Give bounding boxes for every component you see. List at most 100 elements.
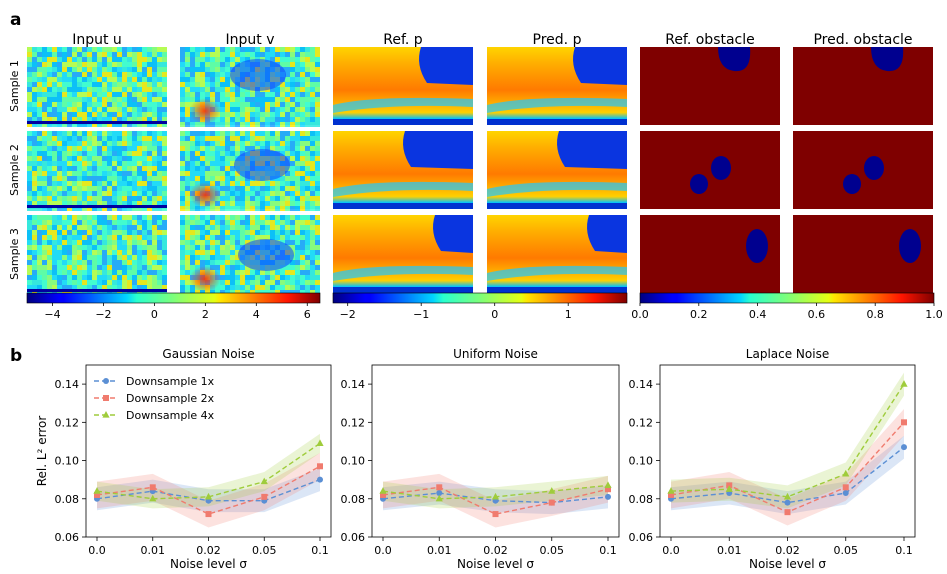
y-tick-label: 0.14 xyxy=(629,378,654,391)
legend-marker xyxy=(103,395,109,401)
colorbar-tick-label: 6 xyxy=(304,308,311,321)
panel-letter-a: a xyxy=(10,10,21,30)
x-tick-label: 0.02 xyxy=(483,544,508,557)
heatmap-cell xyxy=(333,47,473,125)
data-point xyxy=(668,491,674,498)
heatmap-cell xyxy=(487,131,627,209)
data-point xyxy=(492,511,499,518)
chart-title: Laplace Noise xyxy=(746,347,829,361)
data-point xyxy=(94,491,100,498)
data-point xyxy=(436,484,443,491)
data-point xyxy=(205,511,212,518)
y-tick-label: 0.10 xyxy=(341,455,366,468)
x-tick-label: 0.02 xyxy=(196,544,221,557)
heatmap-cell xyxy=(640,131,780,209)
colorbar-tick-label: −4 xyxy=(44,308,60,321)
y-tick-label: 0.08 xyxy=(55,493,80,506)
heatmap-cell xyxy=(27,47,167,127)
data-point xyxy=(548,499,555,506)
chart-2: Laplace Noise 0.06 0.08 0.10 0.12 0.14 0.0 0.01… xyxy=(629,347,916,571)
data-point xyxy=(842,469,850,477)
colorbar-tick-label: 0.4 xyxy=(749,308,767,321)
data-point xyxy=(901,419,907,426)
data-point xyxy=(842,490,849,497)
data-point xyxy=(435,494,443,502)
data-point xyxy=(605,493,611,500)
data-point xyxy=(667,487,675,494)
legend-marker xyxy=(102,411,110,418)
plot-frame xyxy=(85,364,332,538)
heatmap-cell xyxy=(487,215,627,293)
x-tick-label: 0.01 xyxy=(427,544,452,557)
heatmap-column-title: Pred. obstacle xyxy=(813,32,912,48)
x-tick-label: 0.0 xyxy=(88,544,106,557)
colorbar-tick-label: 0.6 xyxy=(808,308,826,321)
x-tick-label: 0.1 xyxy=(311,544,329,557)
y-tick-label: 0.08 xyxy=(341,493,366,506)
y-tick-label: 0.12 xyxy=(629,416,654,429)
heatmap-cell xyxy=(180,215,320,295)
heatmap-cell xyxy=(180,47,320,127)
heatmap-column-title: Pred. p xyxy=(533,32,582,48)
x-tick-label: 0.1 xyxy=(895,544,913,557)
x-tick-label: 0.02 xyxy=(775,544,800,557)
colorbar xyxy=(332,292,628,304)
x-tick-label: 0.05 xyxy=(834,544,859,557)
data-point xyxy=(784,499,791,506)
colorbar-tick-label: 4 xyxy=(253,308,260,321)
data-point xyxy=(725,485,733,492)
heatmap-grid: Input u Input v Ref. p Pred. p Ref. obstacle… xyxy=(8,32,933,295)
x-axis-label: Noise level σ xyxy=(170,557,247,571)
colorbar-tick-label: 0.8 xyxy=(866,308,884,321)
legend-label: Downsample 2x xyxy=(126,392,215,405)
heatmap-cell xyxy=(640,47,780,125)
series-line xyxy=(382,486,609,515)
chart-0: Gaussian Noise 0.06 0.08 0.10 0.12 0.14 0.0 0.0… xyxy=(35,347,332,571)
colorbar-tick-label: 0.2 xyxy=(690,308,708,321)
colorbar xyxy=(639,292,935,304)
x-tick-label: 0.05 xyxy=(252,544,277,557)
legend-label: Downsample 4x xyxy=(126,409,215,422)
y-tick-label: 0.12 xyxy=(341,416,366,429)
colorbar-tick-label: 1 xyxy=(565,308,572,321)
heatmap-cell xyxy=(27,131,167,211)
series-line xyxy=(670,446,905,504)
heatmap-cell xyxy=(793,47,933,125)
y-tick-label: 0.06 xyxy=(341,531,366,544)
colorbar-tick-label: −1 xyxy=(413,308,429,321)
confidence-band xyxy=(671,408,904,526)
x-tick-label: 0.0 xyxy=(662,544,680,557)
heatmap-column-title: Ref. obstacle xyxy=(665,32,755,48)
data-point xyxy=(260,477,268,485)
chart-title: Gaussian Noise xyxy=(162,347,254,361)
y-axis-label: Rel. L² error xyxy=(35,416,49,487)
x-tick-label: 0.01 xyxy=(141,544,166,557)
plot-frame xyxy=(659,364,916,538)
chart-title: Uniform Noise xyxy=(453,347,538,361)
data-point xyxy=(436,490,443,497)
data-point xyxy=(900,380,908,387)
data-point xyxy=(783,492,792,500)
data-point xyxy=(379,487,387,494)
legend-label: Downsample 1x xyxy=(126,375,215,388)
heatmap-cell xyxy=(333,215,473,293)
y-tick-label: 0.10 xyxy=(629,455,654,468)
data-point xyxy=(842,484,849,491)
line-charts: Gaussian Noise 0.06 0.08 0.10 0.12 0.14 0.0 0.0… xyxy=(35,347,916,571)
heatmap-cell xyxy=(333,131,473,209)
data-point xyxy=(261,493,268,500)
data-point xyxy=(316,439,324,446)
data-point xyxy=(317,463,323,470)
heatmap-cell xyxy=(640,215,780,293)
data-point xyxy=(604,481,612,488)
y-tick-label: 0.06 xyxy=(629,531,654,544)
colorbar-tick-label: 2 xyxy=(202,308,209,321)
colorbar xyxy=(26,292,321,304)
colorbar-tick-label: −2 xyxy=(95,308,111,321)
x-axis-label: Noise level σ xyxy=(457,557,534,571)
data-point xyxy=(380,491,386,498)
data-point xyxy=(548,487,556,494)
data-point xyxy=(149,494,157,502)
legend: Downsample 1x Downsample 2x Downsample 4x xyxy=(94,375,215,422)
